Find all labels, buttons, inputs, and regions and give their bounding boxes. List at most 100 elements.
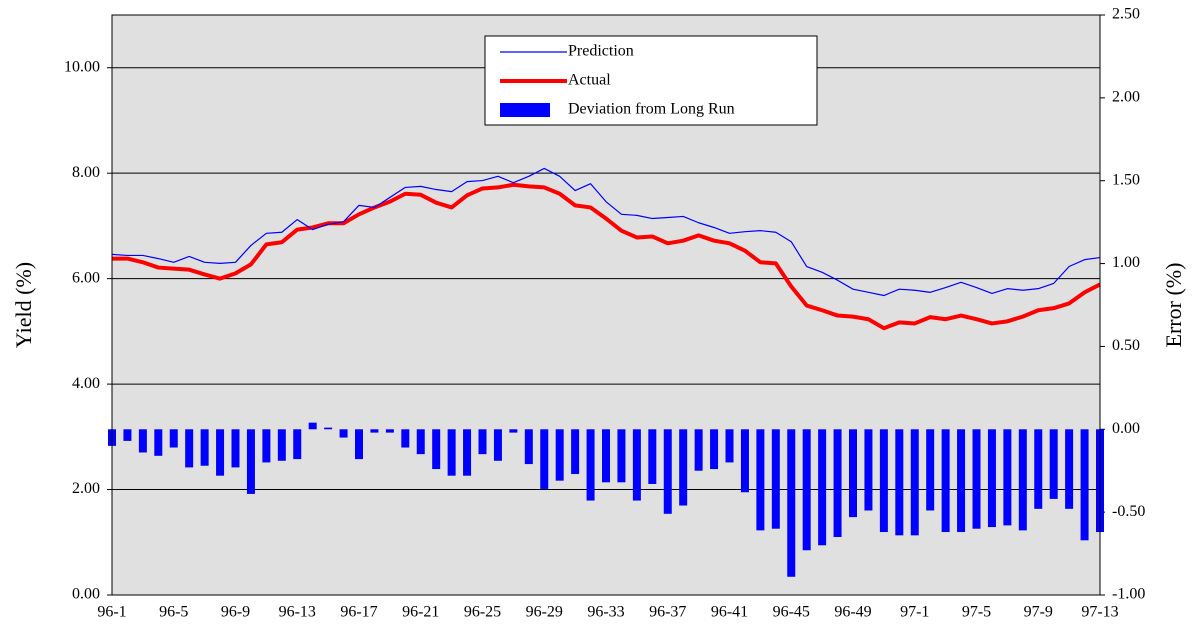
- bar: [710, 429, 719, 470]
- x-tick-label: 96-33: [587, 604, 624, 621]
- bar: [385, 429, 394, 433]
- x-tick-label: 96-29: [526, 604, 563, 621]
- y2-tick-label: -1.00: [1112, 586, 1145, 603]
- bar: [262, 429, 271, 463]
- legend-label: Actual: [568, 72, 611, 89]
- bar: [308, 422, 317, 430]
- y-axis-label: Yield (%): [11, 262, 36, 348]
- y2-tick-label: 1.50: [1112, 171, 1140, 188]
- x-tick-label: 97-5: [962, 604, 991, 621]
- bar: [493, 429, 502, 461]
- bar: [432, 429, 441, 470]
- bar: [169, 429, 178, 448]
- y2-tick-label: 0.00: [1112, 420, 1140, 437]
- bar: [663, 429, 672, 514]
- x-tick-label: 96-37: [649, 604, 686, 621]
- y2-axis-label: Error (%): [1161, 263, 1186, 348]
- bar: [138, 429, 147, 453]
- bar: [864, 429, 873, 511]
- bar: [1049, 429, 1058, 499]
- y-tick-label: 8.00: [72, 164, 100, 181]
- legend-label: Deviation from Long Run: [568, 101, 735, 118]
- bar: [756, 429, 765, 531]
- bar: [216, 429, 225, 476]
- bar: [555, 429, 564, 481]
- bar: [463, 429, 472, 476]
- bar: [987, 429, 996, 528]
- bar: [1003, 429, 1012, 526]
- x-tick-label: 96-49: [834, 604, 871, 621]
- x-tick-label: 96-9: [221, 604, 250, 621]
- bar: [648, 429, 657, 484]
- x-tick-label: 96-41: [711, 604, 748, 621]
- x-tick-label: 96-17: [340, 604, 377, 621]
- x-tick-label: 96-5: [159, 604, 188, 621]
- bar: [1065, 429, 1074, 509]
- y-tick-label: 2.00: [72, 480, 100, 497]
- bar: [1034, 429, 1043, 509]
- x-tick-label: 96-21: [402, 604, 439, 621]
- bar: [617, 429, 626, 483]
- bar: [478, 429, 487, 455]
- bar: [849, 429, 857, 518]
- bar: [339, 429, 348, 438]
- bar: [787, 429, 796, 577]
- bar: [231, 429, 240, 468]
- plot-border: [111, 14, 1101, 596]
- x-tick-label: 96-13: [279, 604, 316, 621]
- x-tick-label: 97-1: [900, 604, 929, 621]
- y-tick-label: 0.00: [72, 586, 100, 603]
- bar: [602, 429, 610, 483]
- bar: [447, 429, 456, 476]
- bar: [679, 429, 688, 506]
- bar: [293, 429, 302, 460]
- bar: [540, 429, 549, 489]
- bar: [725, 429, 734, 463]
- y2-tick-label: 0.50: [1112, 337, 1140, 354]
- bar: [895, 429, 904, 536]
- bar: [632, 429, 641, 501]
- bar: [740, 429, 749, 493]
- x-tick-label: 97-13: [1081, 604, 1118, 621]
- y2-tick-label: -0.50: [1112, 503, 1145, 520]
- y2-tick-label: 2.00: [1112, 89, 1140, 106]
- y2-tick-label: 1.00: [1112, 254, 1140, 271]
- bar: [154, 429, 163, 456]
- y-tick-label: 4.00: [72, 375, 100, 392]
- bar: [185, 429, 194, 468]
- y2-tick-label: 2.50: [1112, 6, 1140, 23]
- x-tick-label: 96-45: [773, 604, 810, 621]
- bar: [833, 429, 842, 537]
- bar: [972, 429, 981, 529]
- bar: [1080, 429, 1089, 541]
- bar: [879, 429, 888, 533]
- bar: [586, 429, 595, 501]
- line-series: [111, 167, 1101, 297]
- bar: [941, 429, 950, 533]
- bar: [246, 429, 255, 494]
- bar: [355, 429, 363, 460]
- bar: [370, 429, 379, 433]
- bar: [324, 427, 333, 430]
- bar: [694, 429, 703, 471]
- y-tick-label: 6.00: [72, 269, 100, 286]
- legend-label: Prediction: [568, 43, 634, 60]
- bar: [926, 429, 935, 511]
- legend-swatch: [500, 103, 550, 117]
- bar: [401, 429, 410, 448]
- bar: [200, 429, 209, 466]
- x-tick-label: 97-9: [1024, 604, 1053, 621]
- bar: [957, 429, 966, 533]
- bar: [910, 429, 919, 536]
- x-tick-label: 96-25: [464, 604, 501, 621]
- bar: [771, 429, 780, 529]
- bar: [123, 429, 132, 441]
- bar: [571, 429, 580, 475]
- bar: [1018, 429, 1027, 531]
- bar: [416, 429, 425, 455]
- bar: [277, 429, 286, 461]
- line-series: [112, 182, 1101, 331]
- bar: [802, 429, 811, 551]
- bar: [509, 429, 518, 433]
